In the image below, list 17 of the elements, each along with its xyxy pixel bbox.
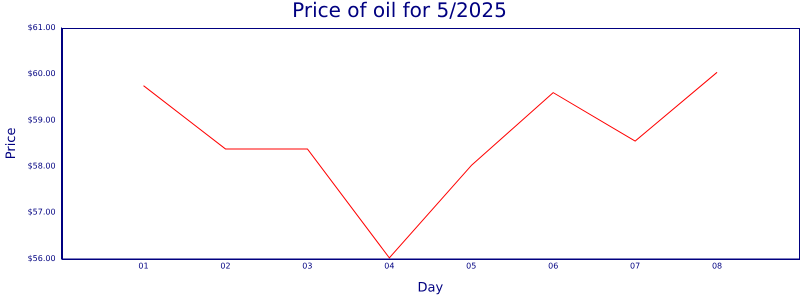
y-tick-label: $57.00 bbox=[28, 208, 56, 217]
x-tick-label: 07 bbox=[630, 262, 640, 271]
chart-title: Price of oil for 5/2025 bbox=[292, 0, 507, 22]
y-tick-label: $60.00 bbox=[28, 69, 56, 78]
y-tick-label: $56.00 bbox=[28, 254, 56, 263]
y-axis-title: Price bbox=[4, 128, 20, 160]
x-tick-label: 04 bbox=[384, 262, 394, 271]
x-tick-label: 02 bbox=[220, 262, 231, 271]
x-tick-label: 05 bbox=[466, 262, 476, 271]
x-tick-label: 08 bbox=[712, 262, 722, 271]
x-tick-label: 01 bbox=[138, 262, 149, 271]
y-tick-label: $61.00 bbox=[28, 23, 56, 32]
x-tick-label: 06 bbox=[548, 262, 558, 271]
x-axis-title: Day bbox=[417, 280, 444, 296]
y-tick-label: $59.00 bbox=[28, 115, 56, 124]
y-tick-label: $58.00 bbox=[28, 162, 56, 171]
x-tick-label: 03 bbox=[302, 262, 312, 271]
